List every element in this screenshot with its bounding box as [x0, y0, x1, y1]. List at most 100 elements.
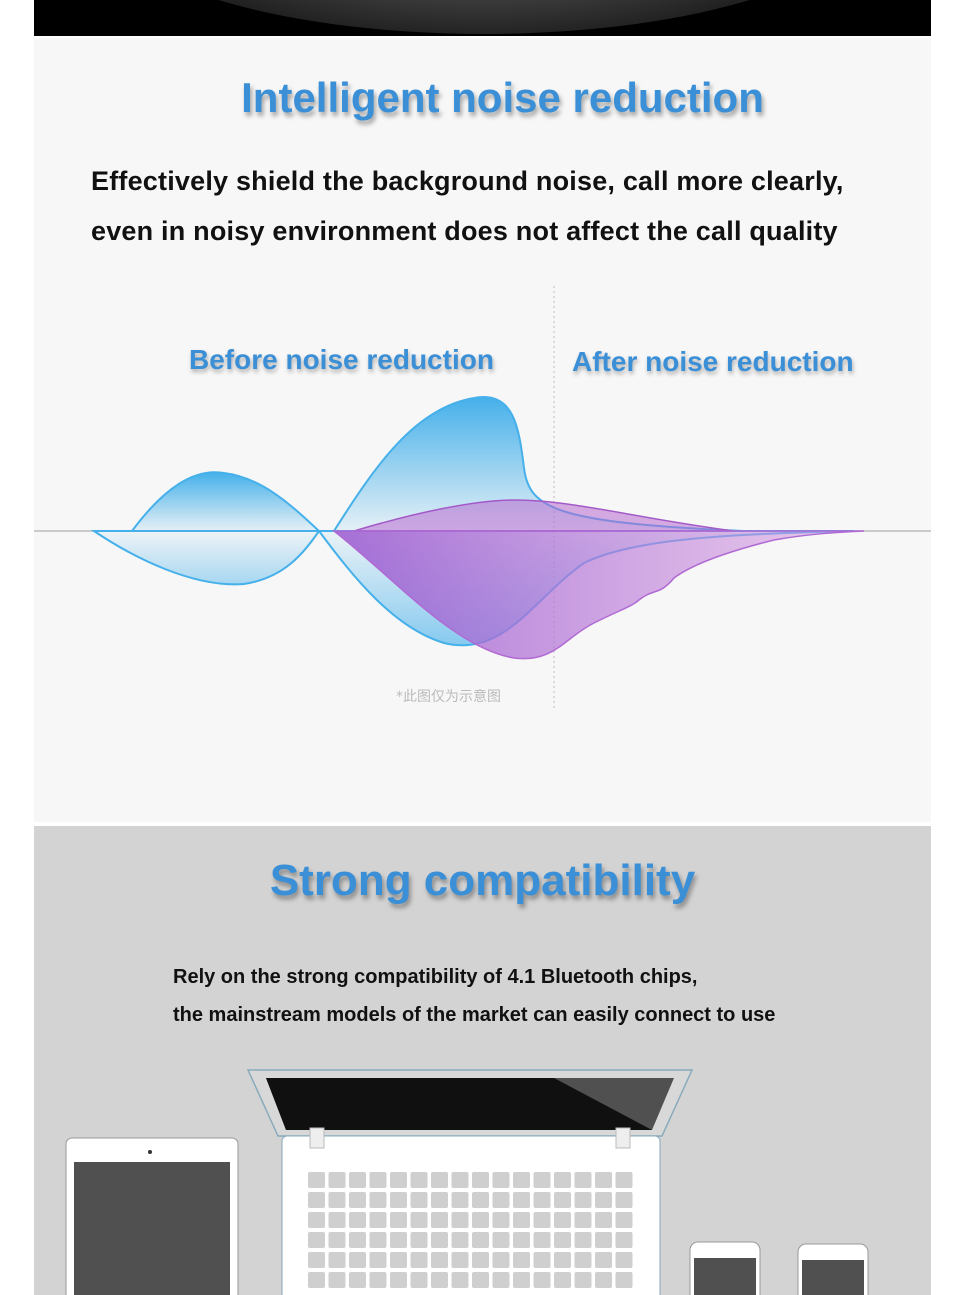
keyboard-key — [369, 1272, 387, 1288]
phone-icon — [797, 1243, 869, 1295]
keyboard-key — [451, 1272, 469, 1288]
before-wave-small-negative — [90, 530, 321, 586]
description-line: Effectively shield the background noise,… — [91, 166, 844, 196]
after-label: After noise reduction — [572, 346, 854, 377]
keyboard-key — [574, 1192, 592, 1208]
keyboard-key — [431, 1232, 448, 1248]
keyboard-key — [451, 1192, 469, 1208]
keyboard-key — [513, 1172, 530, 1188]
keyboard-key — [595, 1212, 612, 1228]
section-description: Effectively shield the background noise,… — [91, 156, 844, 256]
keyboard-key — [308, 1212, 325, 1228]
keyboard-key — [492, 1212, 510, 1228]
keyboard-key — [390, 1272, 407, 1288]
description-line: the mainstream models of the market can … — [173, 1004, 776, 1026]
noise-reduction-section: Intelligent noise reduction Effectively … — [34, 38, 931, 822]
keyboard-key — [595, 1172, 612, 1188]
keyboard-key — [574, 1252, 592, 1268]
before-label: Before noise reduction — [189, 344, 494, 375]
keyboard-key — [349, 1192, 366, 1208]
keyboard-key — [308, 1252, 325, 1268]
keyboard-key — [554, 1172, 571, 1188]
keyboard-key — [451, 1212, 469, 1228]
section-title: Intelligent noise reduction — [241, 74, 764, 121]
keyboard-key — [533, 1172, 551, 1188]
earbud-image — [94, 0, 874, 34]
keyboard-key — [328, 1192, 346, 1208]
keyboard-key — [554, 1272, 571, 1288]
keyboard-key — [369, 1252, 387, 1268]
illustration-footnote: *此图仅为示意图 — [396, 689, 501, 705]
keyboard-key — [431, 1212, 448, 1228]
keyboard-key — [369, 1212, 387, 1228]
keyboard-key — [472, 1252, 489, 1268]
section-description: Rely on the strong compatibility of 4.1 … — [173, 958, 775, 1034]
keyboard-key — [410, 1272, 428, 1288]
keyboard-key — [431, 1192, 448, 1208]
keyboard-key — [308, 1272, 325, 1288]
keyboard-key — [554, 1252, 571, 1268]
keyboard-key — [369, 1192, 387, 1208]
keyboard-key — [554, 1212, 571, 1228]
keyboard-key — [451, 1252, 469, 1268]
keyboard-key — [574, 1172, 592, 1188]
keyboard-key — [349, 1212, 366, 1228]
keyboard-key — [554, 1232, 571, 1248]
keyboard-key — [574, 1212, 592, 1228]
keyboard-key — [472, 1192, 489, 1208]
after-wave-positive — [353, 499, 735, 532]
keyboard-key — [390, 1252, 407, 1268]
keyboard-key — [390, 1172, 407, 1188]
keyboard-key — [472, 1272, 489, 1288]
section-title: Strong compatibility — [269, 856, 696, 905]
keyboard-key — [533, 1272, 551, 1288]
keyboard-key — [574, 1272, 592, 1288]
keyboard-key — [349, 1272, 366, 1288]
keyboard-key — [390, 1232, 407, 1248]
keyboard-key — [492, 1192, 510, 1208]
description-line: even in noisy environment does not affec… — [91, 216, 838, 246]
keyboard-key — [390, 1212, 407, 1228]
keyboard-key — [410, 1192, 428, 1208]
keyboard-key — [410, 1232, 428, 1248]
keyboard-key — [410, 1252, 428, 1268]
keyboard-key — [533, 1232, 551, 1248]
keyboard-key — [369, 1172, 387, 1188]
tablet-icon — [65, 1137, 239, 1295]
keyboard-key — [308, 1192, 325, 1208]
keyboard-key — [513, 1272, 530, 1288]
keyboard-key — [431, 1272, 448, 1288]
keyboard-key — [595, 1252, 612, 1268]
keyboard-key — [513, 1252, 530, 1268]
keyboard-key — [328, 1232, 346, 1248]
keyboard-key — [554, 1192, 571, 1208]
keyboard-key — [492, 1252, 510, 1268]
keyboard-key — [492, 1232, 510, 1248]
compatibility-section: Strong compatibility Rely on the strong … — [34, 826, 931, 1295]
waveform-illustration — [34, 286, 931, 708]
keyboard-key — [328, 1172, 346, 1188]
keyboard-key — [595, 1192, 612, 1208]
keyboard-key — [308, 1172, 325, 1188]
earbud-photo-band — [34, 0, 931, 36]
keyboard-key — [533, 1192, 551, 1208]
keyboard-key — [472, 1212, 489, 1228]
keyboard-key — [595, 1272, 612, 1288]
keyboard-key — [328, 1272, 346, 1288]
keyboard-key — [615, 1252, 633, 1268]
keyboard-key — [595, 1232, 612, 1248]
keyboard-key — [615, 1212, 633, 1228]
keyboard-key — [492, 1172, 510, 1188]
keyboard-key — [390, 1192, 407, 1208]
description-line: Rely on the strong compatibility of 4.1 … — [173, 966, 698, 988]
devices-illustration — [65, 1069, 869, 1295]
keyboard — [308, 1172, 633, 1288]
keyboard-key — [410, 1172, 428, 1188]
keyboard-key — [513, 1212, 530, 1228]
keyboard-key — [369, 1232, 387, 1248]
keyboard-key — [431, 1172, 448, 1188]
keyboard-key — [574, 1232, 592, 1248]
keyboard-key — [615, 1192, 633, 1208]
keyboard-key — [533, 1252, 551, 1268]
keyboard-key — [615, 1272, 633, 1288]
